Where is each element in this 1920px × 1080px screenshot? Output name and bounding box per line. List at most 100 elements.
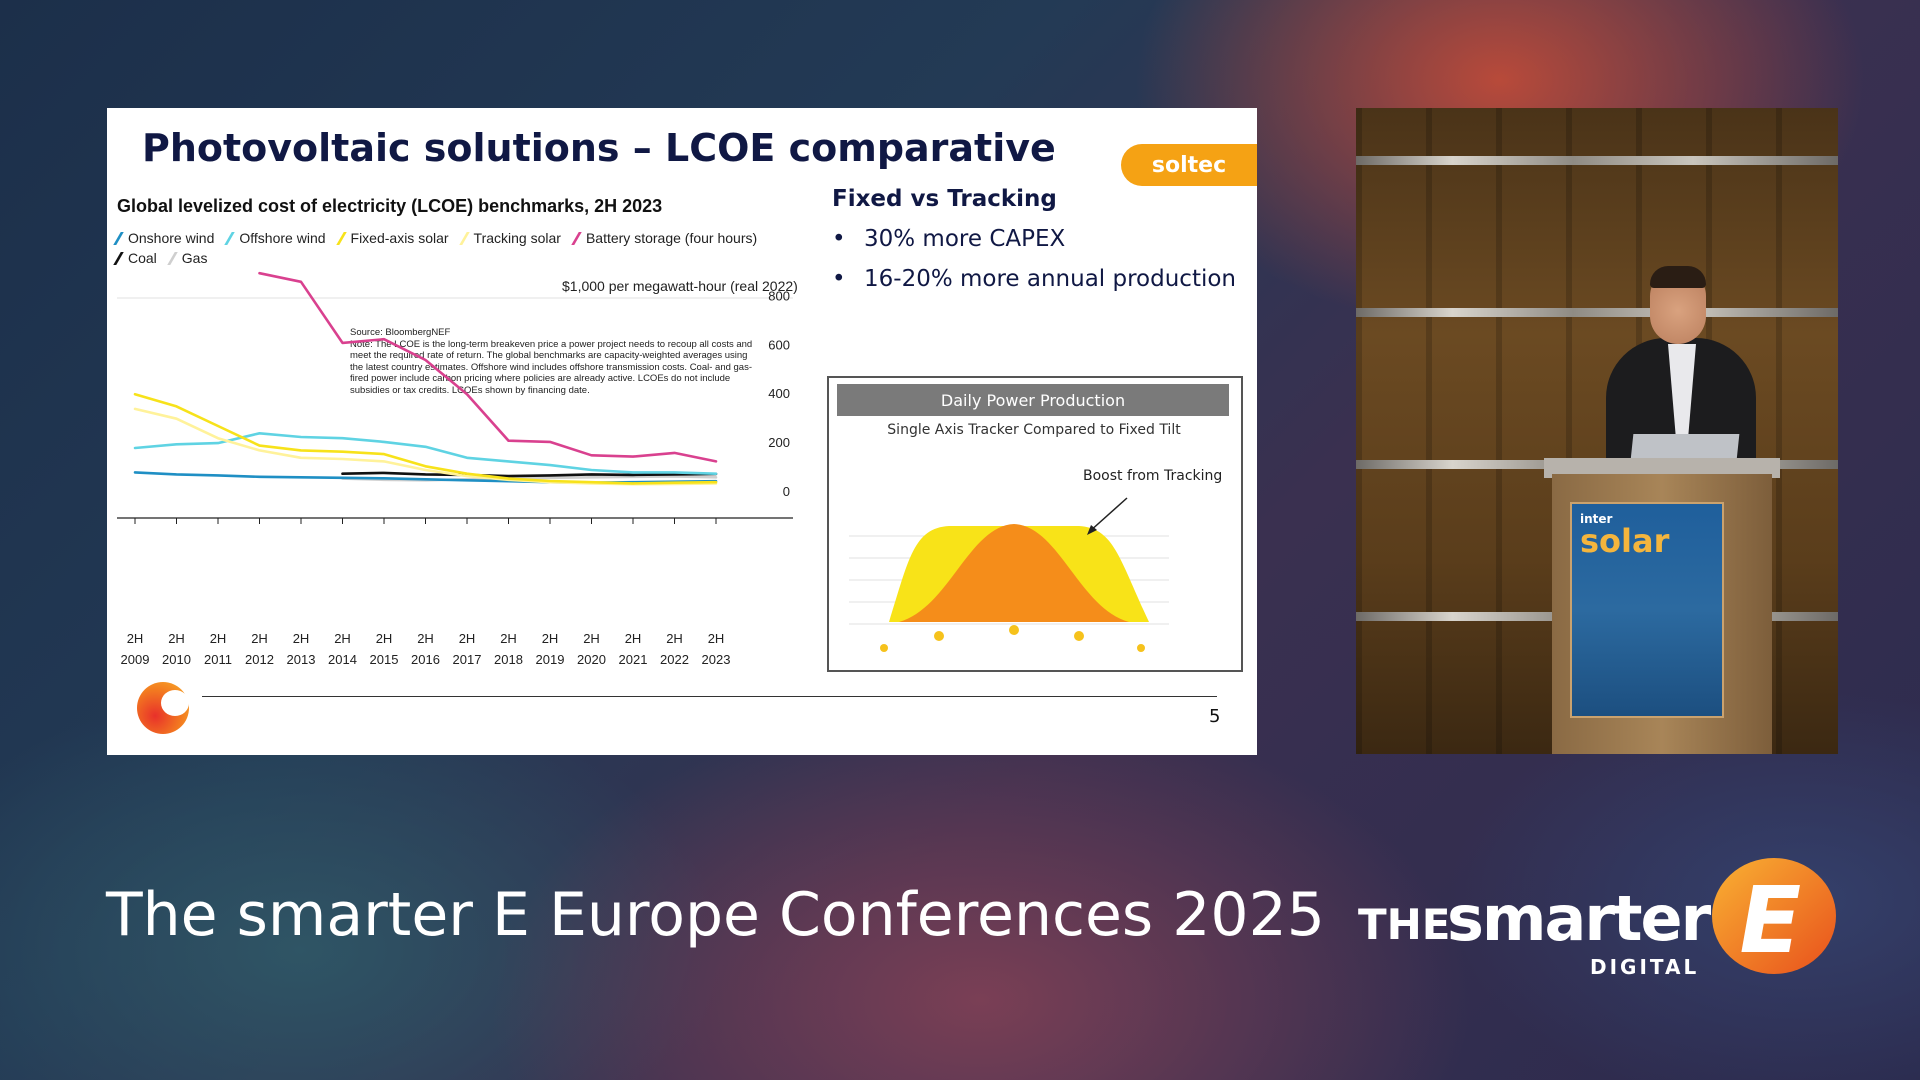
wall-rail: [1356, 308, 1838, 317]
legend-label: Gas: [181, 250, 208, 266]
sun-icon: [1137, 644, 1145, 652]
x-tick-year-label: 2014: [328, 652, 357, 667]
legend-item: Fixed-axis solar: [335, 230, 449, 246]
x-tick-period-label: 2H: [417, 631, 434, 646]
legend-label: Coal: [128, 250, 157, 266]
presentation-slide: Photovoltaic solutions – LCOE comparativ…: [107, 108, 1257, 755]
x-tick-year-label: 2011: [204, 652, 232, 667]
legend-label: Battery storage (four hours): [585, 230, 758, 246]
fixed-tilt-production-area: [899, 524, 1129, 622]
y-tick-label: 0: [783, 484, 790, 499]
x-tick-year-label: 2018: [494, 652, 523, 667]
x-tick-year-label: 2019: [536, 652, 565, 667]
legend-item: Onshore wind: [113, 230, 215, 246]
slide-page-number: 5: [1209, 706, 1221, 727]
x-tick-period-label: 2H: [542, 631, 559, 646]
soltec-logo-text: soltec: [1151, 152, 1227, 178]
x-tick-year-label: 2023: [702, 652, 731, 667]
series-line-offshore-wind: [133, 432, 718, 475]
callout-arrowhead: [1087, 525, 1097, 535]
footer-logo-cutout: [161, 690, 189, 716]
legend-item: Coal: [113, 250, 157, 266]
brand-the-text: THE: [1358, 900, 1451, 949]
sun-icon: [880, 644, 888, 652]
sun-icon: [1074, 631, 1084, 641]
speaker-hair: [1650, 266, 1706, 288]
x-tick-year-label: 2009: [121, 652, 150, 667]
bullet-capex: • 30% more CAPEX: [832, 226, 1236, 252]
x-tick-year-label: 2020: [577, 652, 606, 667]
chart-y-unit-label: $1,000 per megawatt-hour (real 2022): [562, 278, 798, 294]
x-tick-year-label: 2021: [619, 652, 648, 667]
inset-title: Daily Power Production: [837, 384, 1229, 416]
y-tick-label: 200: [768, 435, 790, 450]
x-tick-period-label: 2H: [210, 631, 227, 646]
series-line-coal: [341, 471, 718, 478]
inset-subtitle: Single Axis Tracker Compared to Fixed Ti…: [887, 422, 1181, 438]
wall-rail: [1356, 156, 1838, 165]
legend-item: Gas: [167, 250, 208, 266]
bullet-dot: •: [832, 226, 846, 252]
sun-icon: [1009, 625, 1019, 635]
laptop: [1630, 434, 1740, 460]
legend-label: Offshore wind: [239, 230, 326, 246]
x-tick-period-label: 2H: [500, 631, 517, 646]
x-tick-year-label: 2013: [287, 652, 316, 667]
brand-digital-text: DIGITAL: [1590, 955, 1700, 979]
chart-legend: Onshore wind Offshore wind Fixed-axis sola…: [113, 230, 807, 266]
x-tick-year-label: 2010: [162, 652, 191, 667]
podium-sign: [1570, 502, 1724, 718]
slide-title: Photovoltaic solutions – LCOE comparativ…: [142, 126, 1056, 170]
soltec-logo: soltec: [1121, 144, 1257, 186]
y-tick-label: 800: [768, 288, 790, 303]
daily-power-production-figure: Daily Power Production Single Axis Track…: [827, 376, 1243, 672]
legend-label: Onshore wind: [128, 230, 215, 246]
brand-e-orb: [1712, 858, 1836, 974]
production-curves: [849, 497, 1169, 652]
conference-title: The smarter E Europe Conferences 2025: [106, 880, 1325, 950]
legend-label: Fixed-axis solar: [350, 230, 449, 246]
series-line-fixed-axis-solar: [133, 392, 718, 485]
chart-note-line: Note: The LCOE is the long-term breakeve…: [350, 338, 753, 396]
x-tick-year-label: 2012: [245, 652, 274, 667]
sun-icon: [934, 631, 944, 641]
y-tick-label: 400: [768, 386, 790, 401]
x-tick-period-label: 2H: [293, 631, 310, 646]
x-tick-period-label: 2H: [168, 631, 185, 646]
bullet-capex-text: 30% more CAPEX: [864, 226, 1066, 252]
x-tick-period-label: 2H: [376, 631, 393, 646]
sun-icons: [880, 625, 1145, 652]
chart-source-note: Source: BloombergNEF Note: The LCOE is th…: [350, 327, 760, 396]
bullet-production: • 16-20% more annual production: [832, 266, 1236, 292]
x-tick-period-label: 2H: [666, 631, 683, 646]
legend-item: Tracking solar: [458, 230, 561, 246]
podium-brand-solar: solar: [1580, 522, 1670, 560]
fixed-vs-tracking-heading: Fixed vs Tracking: [832, 186, 1057, 212]
y-tick-label: 600: [768, 337, 790, 352]
podium-brand-inter: inter: [1580, 512, 1613, 526]
bullet-dot: •: [832, 266, 846, 292]
chart-source-line: Source: BloombergNEF: [350, 327, 451, 338]
x-tick-period-label: 2H: [127, 631, 144, 646]
bullet-production-text: 16-20% more annual production: [864, 266, 1237, 292]
series-line-battery-storage-four-hours: [258, 271, 718, 463]
x-tick-period-label: 2H: [708, 631, 725, 646]
legend-item: Offshore wind: [224, 230, 326, 246]
brand-e-logo-svg: E: [1712, 858, 1836, 974]
chart-title: Global levelized cost of electricity (LC…: [117, 196, 663, 216]
inset-callout-label: Boost from Tracking: [1083, 468, 1223, 484]
brand-e-logo-icon: E: [1702, 856, 1840, 976]
x-tick-year-label: 2017: [453, 652, 482, 667]
legend-item: Battery storage (four hours): [571, 230, 758, 246]
podium-top: [1544, 458, 1780, 478]
callout-arrow: [1088, 497, 1128, 533]
speaker-camera-view: inter solar: [1356, 108, 1838, 754]
x-tick-period-label: 2H: [583, 631, 600, 646]
x-tick-year-label: 2016: [411, 652, 440, 667]
comparison-bullets: • 30% more CAPEX • 16-20% more annual prod…: [832, 226, 1236, 306]
x-tick-period-label: 2H: [251, 631, 268, 646]
lcoe-line-chart: 0 200 400 600 800 2H 2009 2H 2010 2H 2011 2H 2012 2H 2…: [117, 271, 793, 667]
x-tick-period-label: 2H: [625, 631, 642, 646]
footer-divider: [202, 696, 1217, 697]
x-tick-year-label: 2022: [660, 652, 689, 667]
